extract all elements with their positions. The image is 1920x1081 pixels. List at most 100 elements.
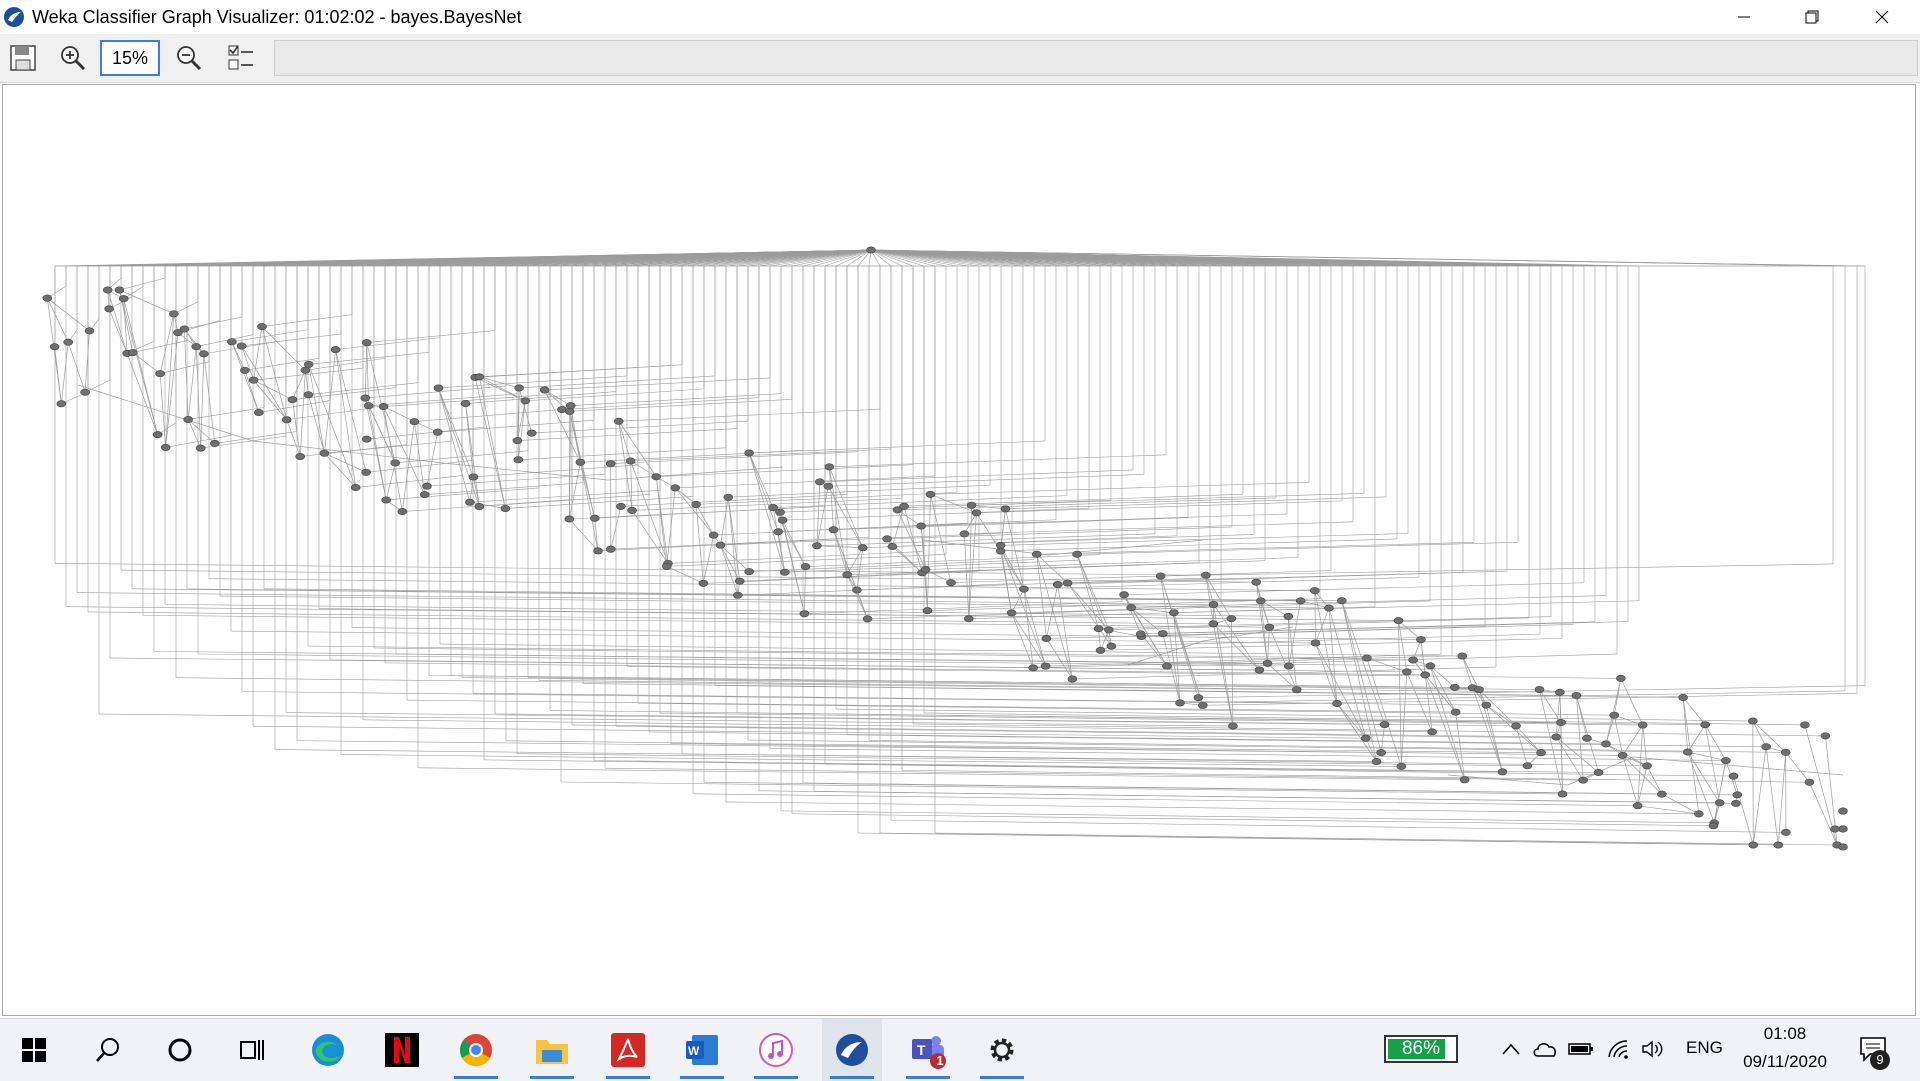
graph-node[interactable] — [1377, 749, 1386, 755]
graph-node[interactable] — [662, 563, 671, 569]
graph-node[interactable] — [1107, 643, 1116, 649]
graph-node[interactable] — [614, 418, 623, 424]
graph-node[interactable] — [43, 295, 52, 301]
graph-node[interactable] — [1120, 592, 1129, 598]
graph-node[interactable] — [320, 450, 329, 456]
graph-node[interactable] — [1337, 598, 1346, 604]
graph-node[interactable] — [465, 499, 474, 505]
graph-node[interactable] — [50, 344, 59, 350]
teams-taskbar-button[interactable]: T 1 — [898, 1019, 958, 1081]
graph-node[interactable] — [196, 445, 205, 451]
graph-node[interactable] — [1731, 800, 1740, 806]
graph-node[interactable] — [616, 503, 625, 509]
show-hidden-icons-button[interactable] — [1498, 1036, 1524, 1062]
graph-node[interactable] — [590, 515, 599, 521]
graph-node[interactable] — [800, 610, 809, 616]
graph-node[interactable] — [1839, 844, 1848, 850]
graph-node[interactable] — [1683, 749, 1692, 755]
volume-button[interactable] — [1640, 1036, 1666, 1062]
graph-node[interactable] — [1284, 663, 1293, 669]
graph-node[interactable] — [1552, 734, 1561, 740]
graph-node[interactable] — [1709, 823, 1718, 829]
battery-tray-button[interactable] — [1568, 1036, 1594, 1062]
graph-node[interactable] — [1228, 723, 1237, 729]
graph-node[interactable] — [469, 474, 478, 480]
netflix-taskbar-button[interactable] — [372, 1019, 432, 1081]
graph-node[interactable] — [85, 328, 94, 334]
graph-node[interactable] — [858, 545, 867, 551]
graph-node[interactable] — [514, 457, 523, 463]
graph-node[interactable] — [1169, 610, 1178, 616]
graph-node[interactable] — [1460, 777, 1469, 783]
graph-node[interactable] — [1749, 842, 1758, 848]
chrome-taskbar-button[interactable] — [446, 1019, 506, 1081]
graph-node[interactable] — [119, 295, 128, 301]
graph-node[interactable] — [735, 578, 744, 584]
graph-node[interactable] — [379, 403, 388, 409]
input-language[interactable]: ENG — [1686, 1038, 1723, 1058]
itunes-taskbar-button[interactable] — [746, 1019, 806, 1081]
graph-node[interactable] — [867, 247, 876, 253]
graph-node[interactable] — [843, 572, 852, 578]
graph-node[interactable] — [1265, 624, 1274, 630]
graph-node[interactable] — [692, 501, 701, 507]
graph-node[interactable] — [1032, 551, 1041, 557]
graph-node[interactable] — [1416, 636, 1425, 642]
graph-node[interactable] — [1733, 792, 1742, 798]
graph-node[interactable] — [362, 436, 371, 442]
graph-node[interactable] — [1781, 749, 1790, 755]
graph-node[interactable] — [1402, 669, 1411, 675]
graph-node[interactable] — [1633, 803, 1642, 809]
graph-node[interactable] — [1535, 686, 1544, 692]
graph-node[interactable] — [1325, 605, 1334, 611]
graph-node[interactable] — [1136, 631, 1145, 637]
graph-node[interactable] — [724, 494, 733, 500]
graph-node[interactable] — [824, 483, 833, 489]
graph-node[interactable] — [1701, 722, 1710, 728]
restore-button[interactable] — [1778, 0, 1846, 34]
graph-node[interactable] — [1332, 700, 1341, 706]
graph-node[interactable] — [1748, 718, 1757, 724]
graph-node[interactable] — [801, 563, 810, 569]
graph-node[interactable] — [1362, 655, 1371, 661]
graph-node[interactable] — [1255, 667, 1264, 673]
graph-node[interactable] — [1839, 826, 1848, 832]
graph-node[interactable] — [1397, 763, 1406, 769]
graph-node[interactable] — [1007, 610, 1016, 616]
close-button[interactable] — [1848, 0, 1916, 34]
graph-node[interactable] — [422, 483, 431, 489]
graph-node[interactable] — [210, 440, 219, 446]
graph-node[interactable] — [921, 566, 930, 572]
graph-node[interactable] — [593, 548, 602, 554]
graph-node[interactable] — [1156, 573, 1165, 579]
graph-node[interactable] — [606, 460, 615, 466]
graph-node[interactable] — [1458, 653, 1467, 659]
graph-node[interactable] — [1555, 689, 1564, 695]
graph-node[interactable] — [1380, 721, 1389, 727]
graph-node[interactable] — [1311, 640, 1320, 646]
graph-node[interactable] — [461, 400, 470, 406]
zoom-input[interactable] — [100, 40, 160, 76]
graph-node[interactable] — [364, 403, 373, 409]
graph-node[interactable] — [1582, 735, 1591, 741]
graph-node[interactable] — [774, 529, 783, 535]
graph-node[interactable] — [1209, 621, 1218, 627]
graph-node[interactable] — [1252, 579, 1261, 585]
graph-node[interactable] — [391, 460, 400, 466]
graph-node[interactable] — [776, 509, 785, 515]
graph-node[interactable] — [433, 429, 442, 435]
battery-meter[interactable]: 86% — [1384, 1035, 1458, 1063]
file-explorer-taskbar-button[interactable] — [522, 1019, 582, 1081]
acrobat-taskbar-button[interactable] — [598, 1019, 658, 1081]
graph-node[interactable] — [1618, 752, 1627, 758]
graph-node[interactable] — [331, 346, 340, 352]
graph-node[interactable] — [410, 418, 419, 424]
graph-node[interactable] — [893, 507, 902, 513]
graph-node[interactable] — [1421, 672, 1430, 678]
graph-node[interactable] — [180, 326, 189, 332]
graph-node[interactable] — [1096, 647, 1105, 653]
graph-node[interactable] — [1263, 660, 1272, 666]
graph-node[interactable] — [1227, 615, 1236, 621]
onedrive-button[interactable] — [1532, 1036, 1558, 1062]
graph-node[interactable] — [398, 508, 407, 514]
